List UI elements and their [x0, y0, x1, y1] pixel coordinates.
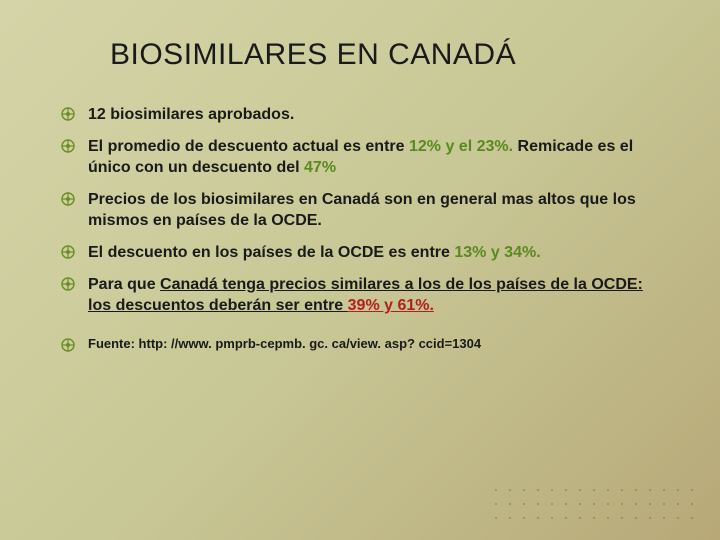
bullet-target-icon: [60, 138, 76, 154]
bullet-target-icon: [60, 244, 76, 260]
bullet-text: 12 biosimilares aprobados.: [88, 106, 294, 123]
bullet-item: Para que Canadá tenga precios similares …: [60, 274, 670, 317]
bullet-item: Fuente: http: //www. pmprb-cepmb. gc. ca…: [60, 335, 670, 353]
bullet-text: Precios de los biosimilares en Canadá so…: [88, 191, 636, 230]
bullet-list: 12 biosimilares aprobados. El promedio d…: [50, 104, 670, 352]
bullet-text: El promedio de descuento actual es entre…: [88, 138, 633, 177]
bullet-text: Fuente: http: //www. pmprb-cepmb. gc. ca…: [88, 336, 481, 351]
bullet-item: El promedio de descuento actual es entre…: [60, 136, 670, 179]
bullet-item: 12 biosimilares aprobados.: [60, 104, 670, 126]
bullet-item: Precios de los biosimilares en Canadá so…: [60, 189, 670, 232]
bullet-text: Para que Canadá tenga precios similares …: [88, 276, 643, 315]
bullet-target-icon: [60, 276, 76, 292]
slide-title: BIOSIMILARES EN CANADÁ: [110, 38, 670, 72]
slide: BIOSIMILARES EN CANADÁ 12 biosimilares a…: [0, 0, 720, 540]
bullet-target-icon: [60, 191, 76, 207]
decorative-dots: [492, 486, 696, 522]
bullet-item: El descuento en los países de la OCDE es…: [60, 242, 670, 264]
bullet-text: El descuento en los países de la OCDE es…: [88, 244, 541, 261]
bullet-target-icon: [60, 337, 76, 353]
bullet-target-icon: [60, 106, 76, 122]
